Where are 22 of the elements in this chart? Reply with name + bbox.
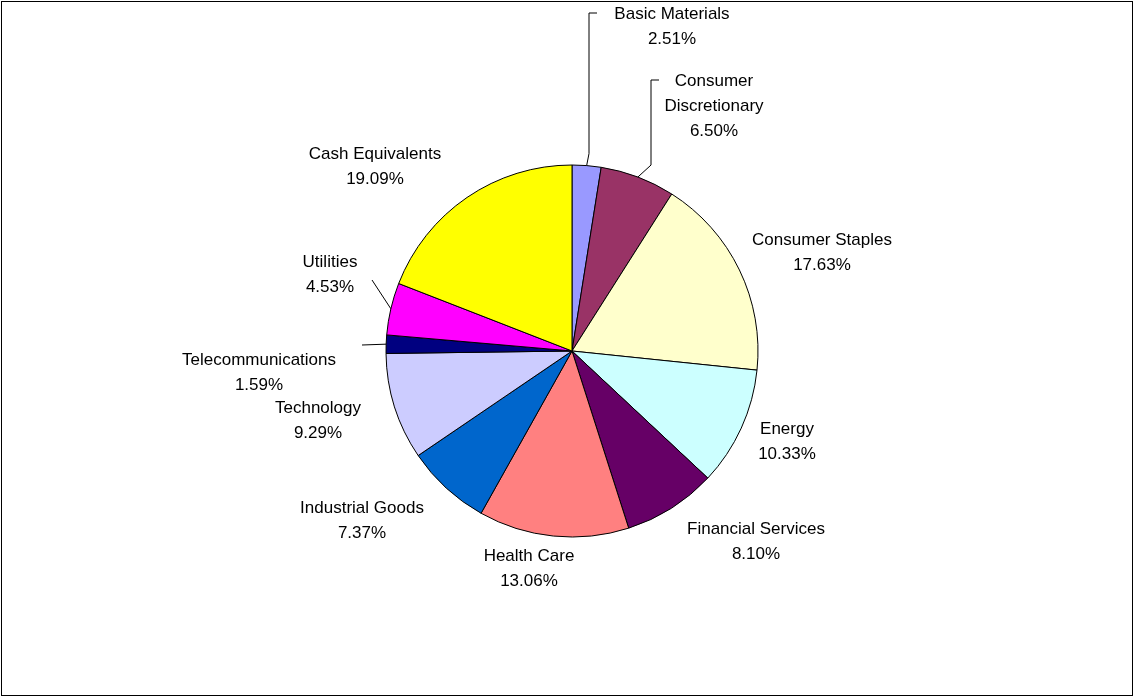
- data-label: 10.33%: [758, 444, 816, 463]
- slice-label: Industrial Goods: [300, 498, 424, 517]
- data-label: 7.37%: [337, 523, 387, 542]
- slice-label: Financial Services: [687, 519, 825, 538]
- data-label: 17.63%: [793, 255, 851, 274]
- data-label: 2.51%: [647, 29, 697, 48]
- slice-label: Consumer Discretionary: [664, 71, 765, 115]
- slice-label: Utilities: [302, 252, 358, 271]
- data-label: 1.59%: [234, 375, 284, 394]
- data-label: 8.10%: [731, 544, 781, 563]
- slice-label: Basic Materials: [614, 4, 730, 23]
- slice-label: Health Care: [483, 546, 575, 565]
- slice-label: Cash Equivalents: [308, 144, 442, 163]
- slice-label: Consumer Staples: [752, 230, 892, 249]
- data-label: 9.29%: [293, 423, 343, 442]
- slice-label: Technology: [274, 398, 362, 417]
- data-label: 4.53%: [305, 277, 355, 296]
- data-label: 19.09%: [346, 169, 404, 188]
- slice-label: Energy: [760, 419, 815, 438]
- slice-label: Telecommunications: [181, 350, 337, 369]
- data-label: 6.50%: [689, 121, 739, 140]
- data-label: 13.06%: [500, 571, 558, 590]
